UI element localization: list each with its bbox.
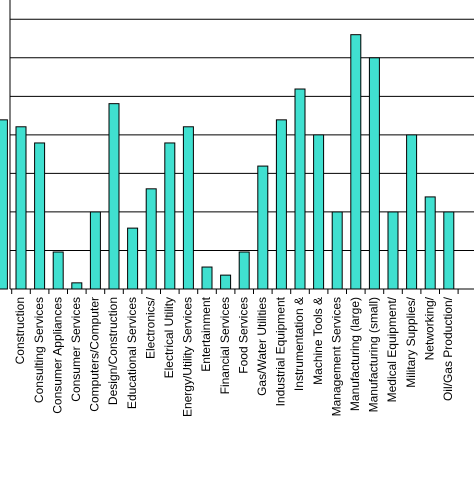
bar bbox=[89, 211, 101, 290]
x-tick-label: Management Services bbox=[329, 297, 343, 416]
bar bbox=[164, 142, 176, 290]
x-tick-label: Machine Tools & bbox=[311, 297, 325, 385]
bar bbox=[145, 188, 157, 290]
x-tick-label: Electronics/ bbox=[143, 296, 157, 359]
x-tick-label: Oil/Gas Production/ bbox=[441, 296, 455, 401]
bar bbox=[0, 119, 8, 290]
bar bbox=[220, 274, 232, 290]
x-tick-label: Educational Services bbox=[125, 297, 139, 409]
x-tick-label: Food Services bbox=[236, 297, 250, 374]
bar bbox=[406, 134, 418, 290]
bar bbox=[15, 126, 27, 290]
x-tick-label: Construction bbox=[13, 297, 27, 364]
x-tick-label: Manufacturing (large) bbox=[348, 297, 362, 411]
x-tick-label: Consumer Appliances bbox=[50, 297, 64, 414]
bar bbox=[368, 57, 380, 290]
x-tick-label: Industrial Equipment bbox=[274, 296, 288, 406]
x-tick-label: Consumer Services bbox=[69, 297, 83, 402]
x-tick-label: Gas/Water Utilities bbox=[255, 297, 269, 396]
x-tick-label: Medical Equipment/ bbox=[385, 296, 399, 402]
bar bbox=[331, 211, 343, 290]
bar bbox=[127, 227, 139, 290]
bar bbox=[313, 134, 325, 290]
bar bbox=[52, 251, 64, 290]
x-tick-label: Instrumentation & bbox=[292, 297, 306, 391]
x-tick-label: Electrical Utility bbox=[162, 297, 176, 378]
bar bbox=[275, 119, 287, 290]
bar bbox=[201, 266, 213, 290]
x-tick-label: Networking/ bbox=[422, 296, 436, 360]
bar bbox=[387, 211, 399, 290]
bar bbox=[294, 88, 306, 290]
bar bbox=[424, 196, 436, 290]
x-tick-label: Entertainment bbox=[199, 296, 213, 371]
bar bbox=[34, 142, 46, 290]
bar bbox=[238, 251, 250, 290]
bar bbox=[257, 165, 269, 290]
x-tick-label: Consulting Services bbox=[32, 297, 46, 403]
x-tick-label: Computers/Computer bbox=[88, 297, 102, 412]
x-tick-label: Manufacturing (small) bbox=[367, 297, 381, 412]
bar bbox=[443, 211, 455, 290]
bar bbox=[350, 34, 362, 290]
bar bbox=[108, 103, 120, 290]
x-tick-label: Design/Construction bbox=[106, 297, 120, 405]
x-tick-label: Energy/Utility Services bbox=[181, 297, 195, 417]
x-tick-label: Financial Services bbox=[218, 297, 232, 394]
bar bbox=[71, 282, 83, 290]
x-tick-label: Military Supplies/ bbox=[404, 296, 418, 387]
bar bbox=[182, 126, 194, 290]
